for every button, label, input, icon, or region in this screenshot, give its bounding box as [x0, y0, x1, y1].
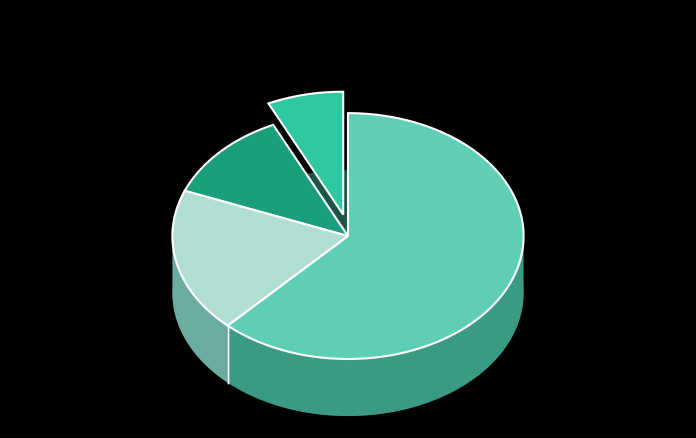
Polygon shape	[184, 126, 348, 237]
Polygon shape	[269, 92, 343, 215]
Polygon shape	[173, 191, 348, 326]
Polygon shape	[173, 237, 228, 383]
Ellipse shape	[173, 171, 523, 416]
Polygon shape	[228, 114, 523, 359]
Polygon shape	[228, 237, 523, 416]
